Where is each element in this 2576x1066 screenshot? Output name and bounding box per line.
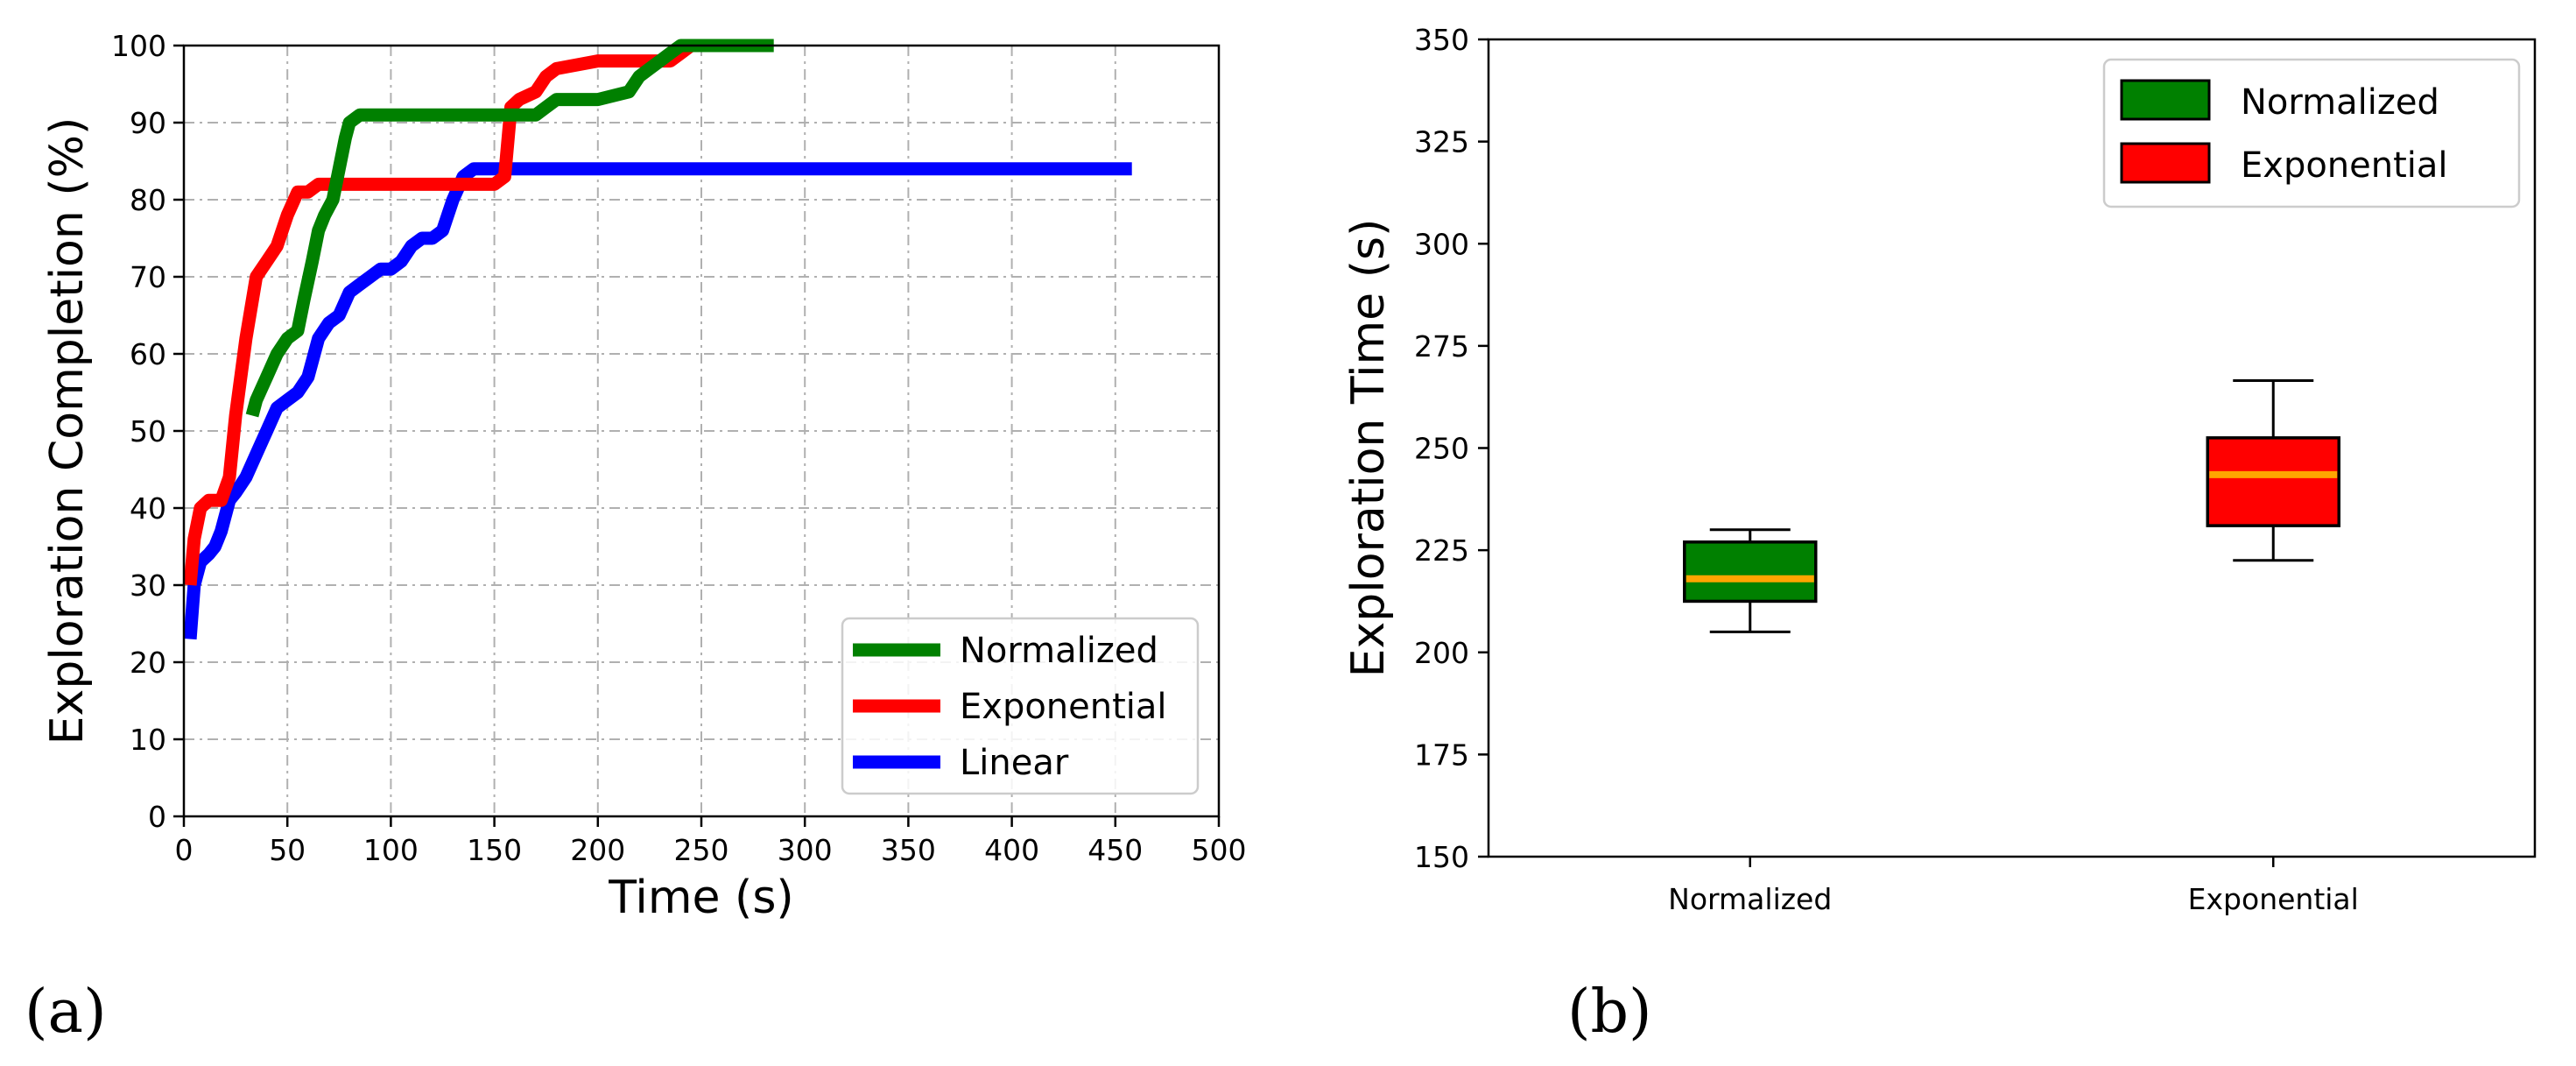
chart-b: 150 175 200 225 250 275 300 325 350 Normalized Exp… <box>1342 23 2537 1047</box>
legend-label-exponential: Exponential <box>2241 145 2448 186</box>
legend-frame <box>841 617 1200 795</box>
x-tick-label: 400 <box>984 833 1039 867</box>
series-line-linear <box>183 162 1132 640</box>
boxes-b <box>1683 379 2340 633</box>
legend-label-exponential: Exponential <box>960 687 1167 727</box>
box-exponential <box>2206 436 2340 527</box>
x-tick-label: 350 <box>881 833 936 867</box>
legend-label-linear: Linear <box>960 743 1069 783</box>
y-tick-label: 175 <box>1414 738 1469 772</box>
legend-b: Normalized Exponential <box>2102 58 2521 208</box>
x-tick-label: 200 <box>570 833 625 867</box>
legend-label-normalized: Normalized <box>2241 82 2439 123</box>
series-line-exponential <box>183 39 701 586</box>
legend-label-normalized: Normalized <box>960 631 1158 671</box>
panel-label-b: (b) <box>1567 978 1652 1047</box>
y-tick-label: 325 <box>1414 125 1469 159</box>
chart-a: 0 50 100 150 200 250 300 350 400 450 500 0 10 20 30 40 5… <box>25 29 1247 1047</box>
y-tick-label: 20 <box>130 646 166 680</box>
y-tick-label: 60 <box>130 337 166 371</box>
x-tick-label: 450 <box>1087 833 1143 867</box>
y-tick-label: 50 <box>130 414 166 448</box>
panel-label-a: (a) <box>25 978 107 1047</box>
y-tick-label: 90 <box>130 106 166 140</box>
x-tick-label: 100 <box>363 833 419 867</box>
legend-swatch-exponential <box>2120 142 2211 184</box>
y-tick-label: 100 <box>111 29 166 63</box>
x-tick-label: 300 <box>778 833 833 867</box>
x-tick-label: 0 <box>175 833 194 867</box>
legend-swatch-normalized <box>2120 79 2211 121</box>
x-tick-label: 250 <box>674 833 729 867</box>
y-tick-label: 40 <box>130 491 166 526</box>
series-lines-a <box>183 39 1132 640</box>
x-tick-label: 50 <box>269 833 306 867</box>
y-tick-label: 10 <box>130 723 166 757</box>
y-tick-label: 80 <box>130 183 166 217</box>
y-tick-label: 30 <box>130 568 166 603</box>
y-tick-label: 350 <box>1414 23 1469 57</box>
box-normalized <box>1683 540 1818 604</box>
y-tick-label: 225 <box>1414 533 1469 568</box>
y-tick-label: 275 <box>1414 329 1469 364</box>
x-tick-label: 150 <box>467 833 522 867</box>
y-tick-label: 150 <box>1414 840 1469 874</box>
y-axis-label-b: Exploration Time (s) <box>1342 219 1395 678</box>
x-tick-label: 500 <box>1192 833 1247 867</box>
y-tick-label: 0 <box>148 800 166 834</box>
y-tick-label: 200 <box>1414 636 1469 670</box>
y-tick-label: 300 <box>1414 227 1469 261</box>
x-tick-label: Normalized <box>1668 882 1832 916</box>
y-axis-label-a: Exploration Completion (%) <box>41 117 94 745</box>
y-tick-label: 70 <box>130 260 166 294</box>
ticks-a: 0 50 100 150 200 250 300 350 400 450 500 0 10 20 30 40 5… <box>111 29 1247 867</box>
y-tick-label: 250 <box>1414 432 1469 466</box>
x-axis-label-a: Time (s) <box>608 872 793 924</box>
legend-a: Normalized Exponential Linear <box>841 617 1200 795</box>
x-tick-label: Exponential <box>2188 882 2359 916</box>
ticks-b: 150 175 200 225 250 275 300 325 350 Normalized Exp… <box>1414 23 2359 916</box>
series-line-normalized <box>245 39 774 418</box>
